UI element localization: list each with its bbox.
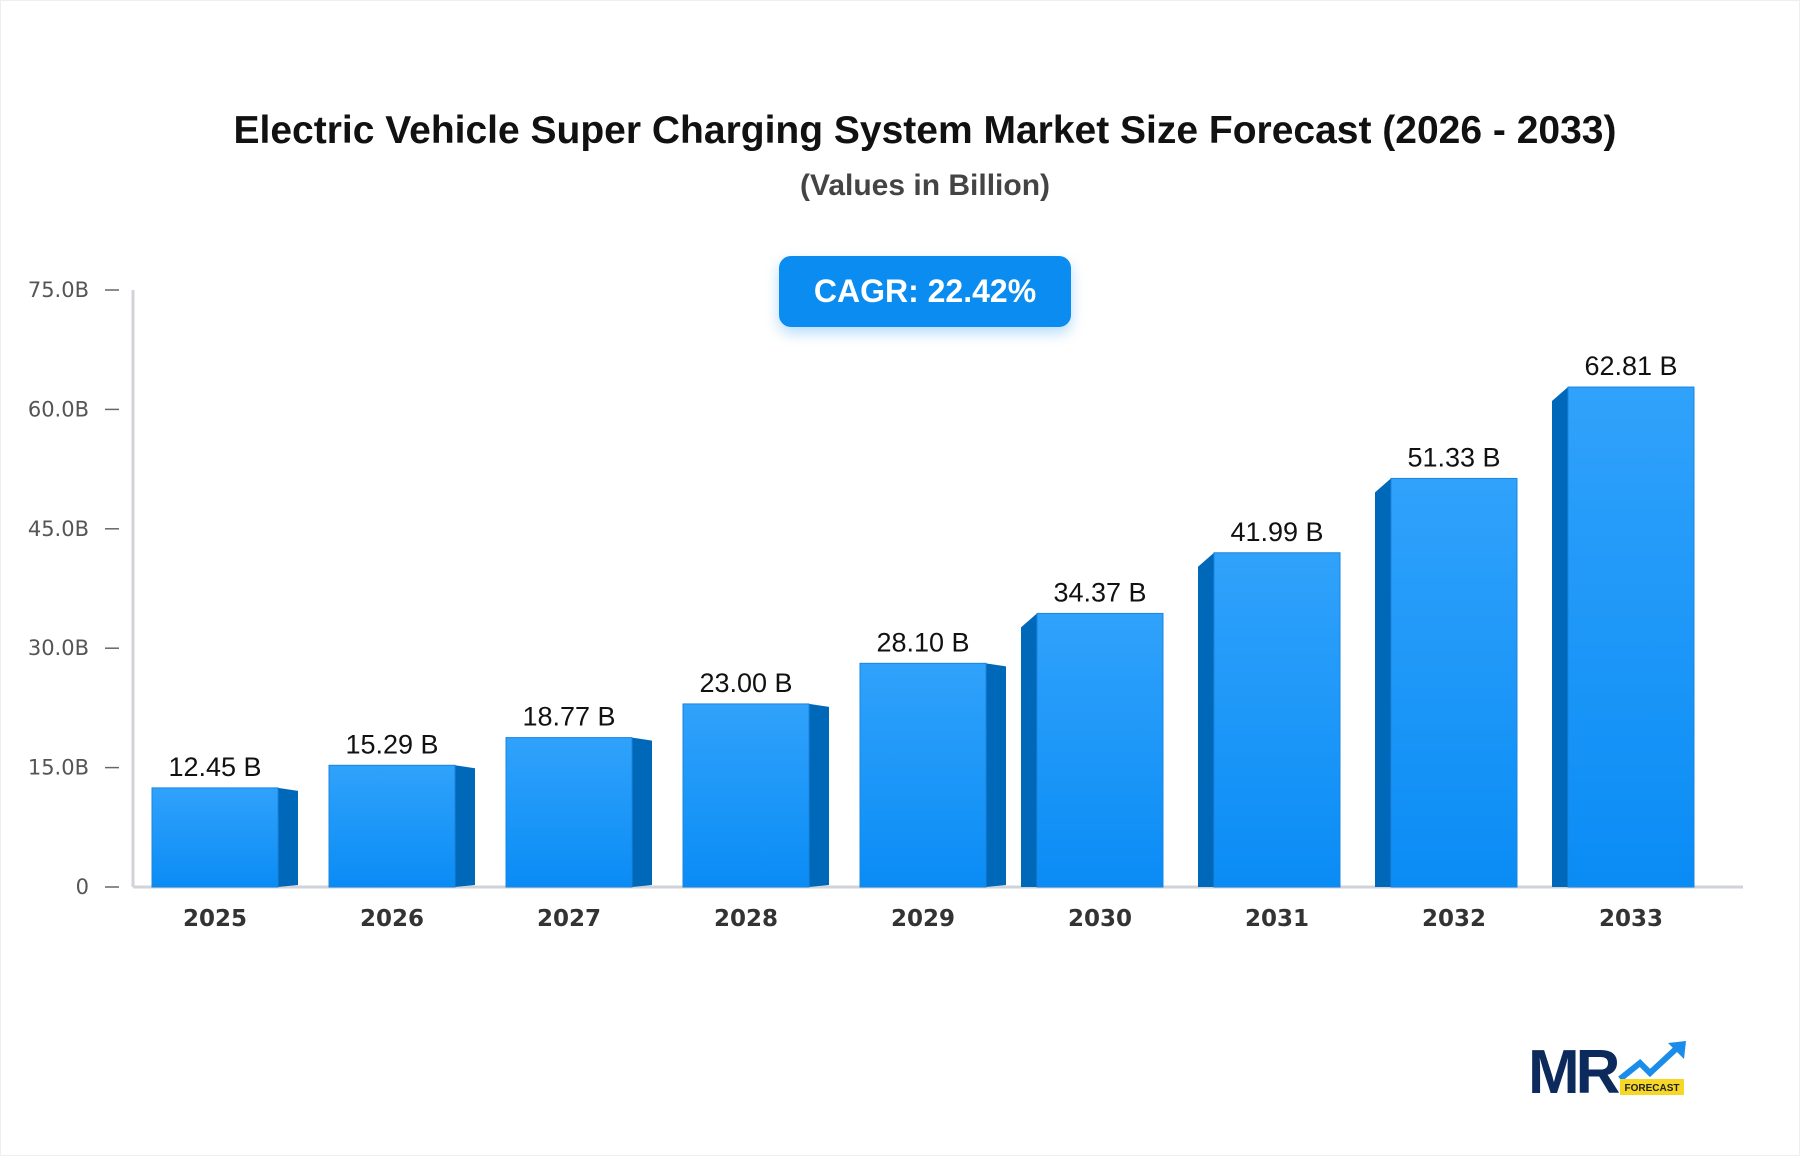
y-tick-label: 75.0B (28, 278, 89, 302)
bar-2026 (328, 764, 456, 888)
y-tick-label: 45.0B (28, 517, 89, 541)
bar-side (986, 663, 1006, 887)
data-label: 62.81 B (1584, 351, 1677, 381)
bar-2029 (859, 662, 987, 888)
x-tick-label: 2031 (1245, 906, 1309, 932)
svg-text:FORECAST: FORECAST (1625, 1083, 1680, 1094)
chart-subtitle: (Values in Billion) (799, 169, 1051, 202)
data-label: 15.29 B (345, 729, 438, 759)
cagr-badge: CAGR: 22.42% (779, 256, 1071, 327)
bar-side (1552, 387, 1568, 887)
svg-text:MR: MR (1528, 1041, 1620, 1101)
bar-2027 (505, 737, 633, 888)
mr-forecast-logo: MR FORECAST (1528, 1041, 1686, 1101)
x-tick-label: 2028 (714, 906, 778, 932)
x-tick-label: 2027 (537, 906, 601, 932)
bar-2028 (682, 703, 810, 888)
chart-title: Electric Vehicle Super Charging System M… (233, 109, 1617, 152)
bar-2025 (151, 787, 279, 888)
y-tick-label: 60.0B (28, 397, 89, 421)
x-tick-label: 2030 (1068, 906, 1132, 932)
bar-side (1198, 552, 1214, 887)
bar-side (455, 765, 475, 887)
bar-2033 (1567, 386, 1695, 888)
data-label: 41.99 B (1230, 517, 1323, 547)
data-label: 28.10 B (876, 627, 969, 657)
y-tick-label: 15.0B (28, 756, 89, 780)
x-tick-label: 2033 (1599, 906, 1663, 932)
bar-2030 (1036, 612, 1164, 888)
bar-2031 (1213, 552, 1341, 888)
bar-2032 (1390, 477, 1518, 888)
x-tick-label: 2032 (1422, 906, 1486, 932)
data-label: 23.00 B (699, 668, 792, 698)
y-tick-label: 30.0B (28, 636, 89, 660)
data-label: 12.45 B (168, 752, 261, 782)
bar-side (809, 703, 829, 887)
data-label: 18.77 B (522, 702, 615, 732)
data-label: 51.33 B (1407, 442, 1500, 472)
y-tick-label: 0 (76, 875, 89, 899)
x-tick-label: 2029 (891, 906, 955, 932)
data-label: 34.37 B (1053, 577, 1146, 607)
bar-side (632, 737, 652, 887)
bar-side (1375, 478, 1391, 887)
bar-side (278, 787, 298, 887)
bar-side (1021, 613, 1037, 887)
x-tick-label: 2026 (360, 906, 424, 932)
x-tick-label: 2025 (183, 906, 247, 932)
